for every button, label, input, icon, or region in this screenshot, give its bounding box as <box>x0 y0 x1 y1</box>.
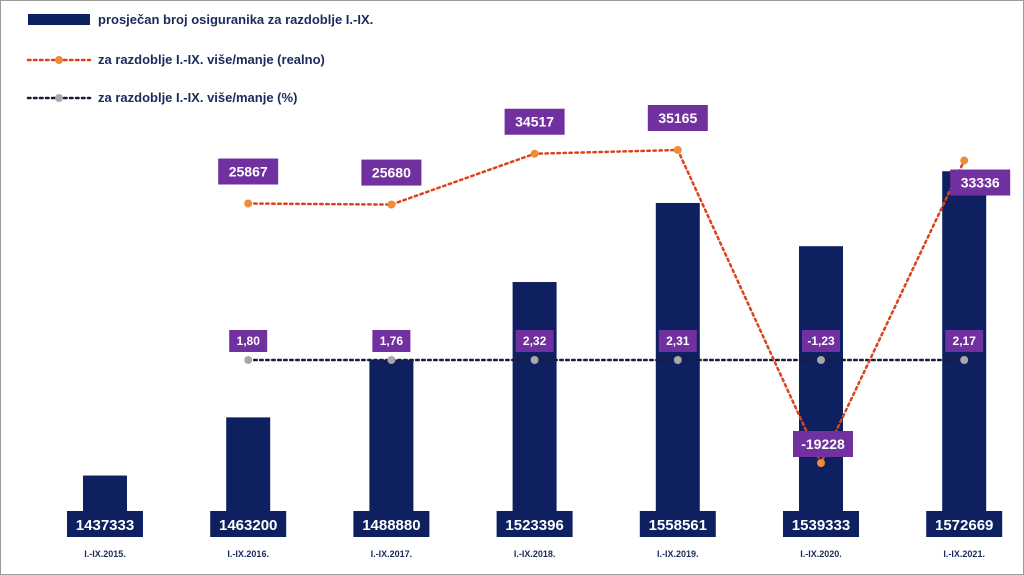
bar-value-label: 1463200 <box>219 517 277 534</box>
real-label: -19228 <box>801 436 845 452</box>
real-marker <box>817 459 825 467</box>
bar <box>799 246 843 537</box>
bar-value-label-box <box>353 511 430 537</box>
x-tick-label: I.-IX.2019. <box>657 549 699 559</box>
real-marker <box>530 149 539 158</box>
real-label: 35165 <box>658 110 697 126</box>
bar-value-label-box <box>67 511 143 537</box>
x-tick-label: I.-IX.2015. <box>84 549 126 559</box>
percent-marker <box>960 356 969 364</box>
percent-label: -1,23 <box>807 334 835 348</box>
real-label-box <box>218 158 279 185</box>
real-label-box <box>950 169 1011 196</box>
real-label: 34517 <box>515 114 554 130</box>
x-tick-label: I.-IX.2021. <box>943 549 985 559</box>
x-tick-label: I.-IX.2016. <box>227 549 269 559</box>
legend-swatch-bars <box>28 14 90 25</box>
percent-value-labels: 1,80 1,76 2,32 2,31 -1,23 2,17 <box>229 330 984 352</box>
real-marker <box>387 200 396 209</box>
percent-line-series <box>244 356 969 364</box>
legend-label-bars: prosječan broj osiguranika za razdoblje … <box>98 12 373 27</box>
percent-label: 2,31 <box>666 334 690 348</box>
percent-label-box <box>802 330 840 352</box>
bar-value-label: 1523396 <box>505 517 563 534</box>
bar <box>512 282 557 537</box>
real-label-box <box>793 431 853 457</box>
x-tick-label: I.-IX.2018. <box>514 549 556 559</box>
percent-marker <box>673 356 682 364</box>
bar-value-label-box <box>639 511 716 537</box>
legend-marker-real <box>55 56 63 64</box>
bar-value-label-box <box>210 511 287 537</box>
bar <box>942 171 987 537</box>
real-value-labels: 25867 25680 34517 35165 -19228 33336 <box>218 105 1011 457</box>
bar-value-label: 1539333 <box>792 517 850 534</box>
bar-value-labels: 1437333 1463200 1488880 1523396 1558561 15393… <box>67 511 1003 537</box>
legend-item-pct: za razdoblje I.-IX. više/manje (%) <box>26 90 297 105</box>
percent-label: 2,17 <box>953 334 977 348</box>
bar-value-label-box <box>496 511 573 537</box>
percent-label: 1,80 <box>237 334 261 348</box>
real-label: 25867 <box>229 164 268 180</box>
legend-item-real: za razdoblje I.-IX. više/manje (realno) <box>26 52 325 67</box>
bar-value-label: 1572669 <box>935 517 993 534</box>
real-label: 33336 <box>961 175 1000 191</box>
real-line <box>246 148 966 466</box>
real-label-box <box>361 159 422 186</box>
percent-label: 2,32 <box>523 334 547 348</box>
legend-label-real: za razdoblje I.-IX. više/manje (realno) <box>98 52 325 67</box>
percent-marker <box>244 356 253 364</box>
bar <box>369 359 414 537</box>
real-label: 25680 <box>372 165 411 181</box>
real-line-series <box>244 146 969 467</box>
real-marker <box>960 156 969 165</box>
x-tick-label: I.-IX.2020. <box>800 549 842 559</box>
legend-item-bars: prosječan broj osiguranika za razdoblje … <box>28 12 373 27</box>
legend: prosječan broj osiguranika za razdoblje … <box>26 12 373 105</box>
legend-label-pct: za razdoblje I.-IX. više/manje (%) <box>98 90 297 105</box>
bar-series <box>83 171 987 538</box>
percent-marker <box>387 356 396 364</box>
bar-value-label-box <box>926 511 1003 537</box>
x-axis-tick-labels: I.-IX.2015. I.-IX.2016. I.-IX.2017. I.-IX.2… <box>84 549 985 559</box>
legend-marker-pct <box>55 94 63 102</box>
percent-label-box <box>372 330 411 352</box>
percent-label-box <box>945 330 984 352</box>
real-marker <box>244 199 253 208</box>
bar-value-label: 1488880 <box>362 517 420 534</box>
real-label-box <box>504 108 565 135</box>
percent-label-box <box>515 330 554 352</box>
bar-value-label: 1437333 <box>76 517 134 534</box>
bar-value-label-box <box>783 511 859 537</box>
percent-label-box <box>658 330 697 352</box>
percent-marker <box>530 356 539 364</box>
real-marker <box>673 146 682 154</box>
percent-label-box <box>229 330 268 352</box>
real-label-box <box>647 105 708 131</box>
percent-marker <box>817 356 825 364</box>
bar <box>655 202 700 538</box>
percent-label: 1,76 <box>380 334 404 348</box>
bar-value-label: 1558561 <box>649 517 707 534</box>
x-tick-label: I.-IX.2017. <box>371 549 413 559</box>
